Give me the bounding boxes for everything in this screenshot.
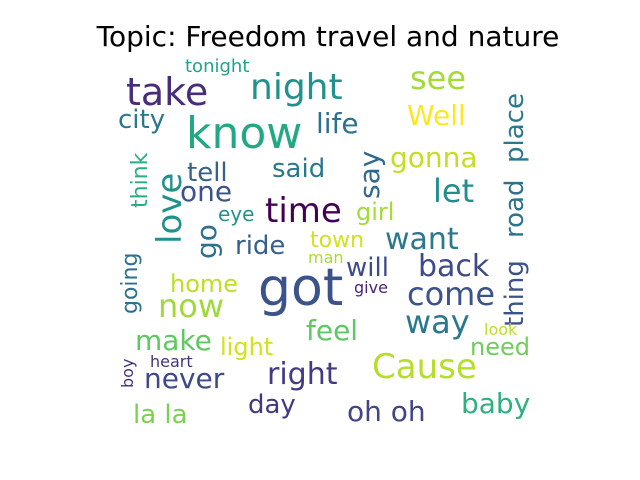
word-see: see bbox=[410, 59, 467, 97]
word-way: way bbox=[405, 303, 470, 341]
word-place: place bbox=[500, 92, 530, 163]
word-say: say bbox=[353, 150, 386, 200]
word-got: got bbox=[258, 258, 344, 318]
word-road: road bbox=[500, 180, 530, 239]
word-going: going bbox=[118, 252, 143, 315]
word-one: one bbox=[180, 175, 233, 208]
word-heart: heart bbox=[150, 352, 193, 371]
word-la-la: la la bbox=[133, 400, 188, 430]
word-town: town bbox=[310, 228, 365, 253]
word-come: come bbox=[407, 275, 496, 313]
word-ride: ride bbox=[235, 231, 286, 261]
word-will: will bbox=[346, 253, 389, 283]
word-look: look bbox=[484, 320, 518, 339]
word-think: think bbox=[128, 152, 153, 209]
word-oh-oh: oh oh bbox=[347, 395, 426, 428]
word-boy: boy bbox=[118, 358, 137, 388]
word-make: make bbox=[135, 324, 212, 357]
word-tell: tell bbox=[187, 158, 228, 188]
word-feel: feel bbox=[306, 314, 359, 347]
word-thing: thing bbox=[500, 259, 530, 327]
word-right: right bbox=[267, 357, 338, 392]
word-day: day bbox=[248, 390, 296, 420]
word-cause: Cause bbox=[372, 347, 477, 387]
word-give: give bbox=[354, 278, 388, 297]
word-time: time bbox=[265, 191, 342, 231]
word-baby: baby bbox=[461, 387, 531, 420]
word-life: life bbox=[316, 107, 359, 140]
word-let: let bbox=[433, 172, 475, 210]
word-now: now bbox=[158, 287, 225, 325]
word-well: Well bbox=[407, 99, 466, 132]
word-man: man bbox=[308, 248, 344, 267]
word-city: city bbox=[118, 105, 166, 135]
word-back: back bbox=[418, 249, 490, 284]
chart-title: Topic: Freedom travel and nature bbox=[96, 20, 560, 53]
word-need: need bbox=[470, 333, 530, 361]
word-want: want bbox=[385, 222, 459, 257]
word-light: light bbox=[220, 333, 274, 361]
word-take: take bbox=[126, 70, 209, 114]
word-gonna: gonna bbox=[390, 141, 478, 174]
word-tonight: tonight bbox=[185, 56, 250, 77]
word-said: said bbox=[272, 154, 326, 184]
word-go: go bbox=[190, 223, 223, 259]
word-eye: eye bbox=[218, 202, 255, 226]
word-home: home bbox=[170, 270, 239, 298]
word-never: never bbox=[144, 362, 225, 395]
word-night: night bbox=[250, 67, 343, 108]
word-know: know bbox=[186, 108, 303, 159]
word-girl: girl bbox=[356, 198, 395, 226]
